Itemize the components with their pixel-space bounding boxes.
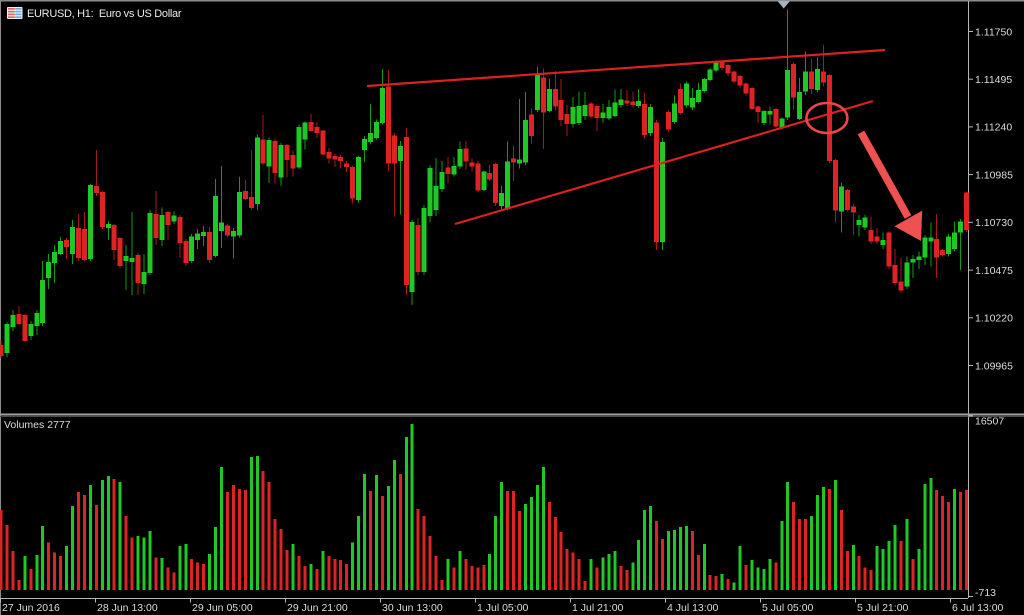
svg-text:1 Jul 05:00: 1 Jul 05:00 xyxy=(477,602,529,614)
svg-text:1.10985: 1.10985 xyxy=(975,169,1013,181)
svg-text:1.11495: 1.11495 xyxy=(975,74,1012,86)
svg-text:5 Jul 05:00: 5 Jul 05:00 xyxy=(762,602,814,614)
svg-text:1.10475: 1.10475 xyxy=(975,265,1013,277)
svg-text:1.09965: 1.09965 xyxy=(975,360,1013,372)
svg-text:1.11750: 1.11750 xyxy=(975,26,1012,38)
svg-text:1.11240: 1.11240 xyxy=(975,122,1012,134)
svg-text:1.10220: 1.10220 xyxy=(975,313,1013,325)
svg-text:29 Jun 05:00: 29 Jun 05:00 xyxy=(192,602,253,614)
svg-text:30 Jun 13:00: 30 Jun 13:00 xyxy=(382,602,443,614)
svg-text:4 Jul 13:00: 4 Jul 13:00 xyxy=(667,602,719,614)
svg-text:Volumes 2777: Volumes 2777 xyxy=(4,419,71,431)
svg-text:EURUSD, H1: Euro vs US Dollar: EURUSD, H1: Euro vs US Dollar xyxy=(27,8,182,20)
svg-text:-713: -713 xyxy=(975,587,996,599)
svg-text:28 Jun 13:00: 28 Jun 13:00 xyxy=(97,602,158,614)
svg-text:1 Jul 21:00: 1 Jul 21:00 xyxy=(572,602,624,614)
svg-text:16507: 16507 xyxy=(975,416,1004,428)
svg-text:6 Jul 13:00: 6 Jul 13:00 xyxy=(952,602,1004,614)
svg-text:1.10730: 1.10730 xyxy=(975,217,1013,229)
svg-text:27 Jun 2016: 27 Jun 2016 xyxy=(2,602,60,614)
svg-text:29 Jun 21:00: 29 Jun 21:00 xyxy=(287,602,348,614)
svg-text:5 Jul 21:00: 5 Jul 21:00 xyxy=(857,602,909,614)
